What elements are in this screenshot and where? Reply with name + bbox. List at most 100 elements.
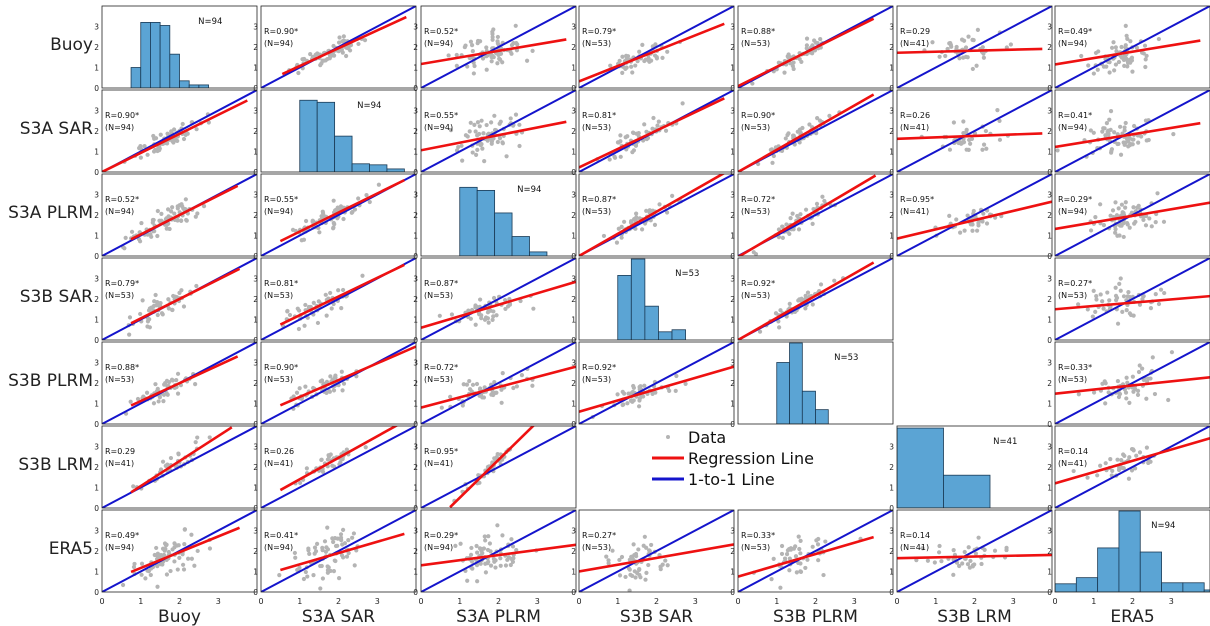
data-point [195, 548, 200, 554]
y-tick-label: 3 [571, 23, 576, 32]
data-point [680, 101, 685, 106]
data-point [1094, 297, 1099, 302]
correlation-label: R=0.95* [900, 195, 934, 204]
data-point [1116, 206, 1121, 211]
data-point [1116, 59, 1122, 65]
histogram-bar [1203, 589, 1210, 592]
data-point [468, 120, 473, 125]
data-point [783, 136, 788, 141]
data-point [630, 150, 635, 155]
data-point [780, 224, 785, 229]
correlation-label: R=0.55* [264, 195, 298, 204]
count-label: (N=53) [582, 123, 611, 132]
data-point [814, 201, 820, 206]
y-tick-label: 2 [889, 211, 894, 220]
y-tick-label: 3 [889, 191, 894, 200]
x-tick-label: 2 [496, 597, 501, 606]
data-point [1101, 306, 1106, 311]
y-tick-label: 2 [94, 547, 99, 556]
data-point [633, 63, 638, 68]
data-point [492, 390, 498, 395]
data-point [1169, 350, 1175, 355]
data-point [623, 574, 628, 580]
histogram-bar [644, 305, 659, 340]
data-point [632, 552, 637, 558]
legend-data-label: Data [688, 428, 726, 447]
data-point [1162, 290, 1167, 296]
y-tick-label: 1 [94, 148, 99, 157]
data-point [1107, 117, 1112, 122]
data-point [160, 312, 165, 317]
data-point [335, 543, 340, 548]
count-label: (N=94) [105, 123, 134, 132]
data-point [956, 140, 961, 146]
panel-frame [101, 5, 258, 89]
data-point [796, 534, 801, 539]
data-point [195, 435, 200, 440]
data-point [502, 297, 508, 303]
data-point [1123, 200, 1128, 205]
data-point [1141, 217, 1146, 223]
data-point [171, 140, 176, 145]
scatter-panel [897, 174, 1052, 256]
data-point [331, 388, 337, 393]
y-tick-label: 1 [253, 484, 258, 493]
data-point [294, 390, 300, 395]
y-tick-label: 0 [413, 336, 418, 345]
data-point [1085, 307, 1090, 312]
data-point [475, 133, 480, 138]
count-label: (N=41) [264, 459, 293, 468]
y-tick-label: 1 [730, 316, 735, 325]
regression-line [130, 355, 239, 407]
data-point [981, 55, 986, 60]
y-tick-label: 0 [571, 252, 576, 261]
histogram-bar [815, 409, 829, 424]
data-point [1106, 132, 1111, 138]
data-point [814, 538, 819, 543]
data-point [285, 308, 290, 314]
y-tick-label: 0 [94, 420, 99, 429]
data-point [647, 549, 652, 554]
data-point [959, 37, 965, 42]
histogram-5 [897, 427, 991, 508]
data-point [328, 568, 333, 574]
count-label: (N=53) [582, 39, 611, 48]
data-point [810, 302, 815, 307]
data-point [618, 154, 623, 159]
y-tick-label: 2 [730, 127, 735, 136]
data-point [1161, 219, 1167, 224]
scatter-panel [261, 426, 416, 508]
data-point [805, 557, 810, 562]
data-point [966, 147, 971, 152]
y-tick-label: 0 [1047, 84, 1052, 93]
data-point [1127, 143, 1133, 148]
y-tick-label: 1 [413, 484, 418, 493]
data-point [1152, 391, 1158, 397]
data-point [331, 539, 336, 545]
data-point [175, 391, 181, 396]
one-to-one-line [421, 258, 576, 340]
data-point [670, 193, 675, 198]
data-point [1118, 276, 1123, 281]
data-point [1127, 400, 1132, 405]
data-point [1150, 355, 1155, 360]
data-point [140, 298, 145, 303]
histogram-bar [351, 163, 370, 172]
data-point [1100, 129, 1105, 134]
data-point [194, 283, 199, 289]
data-point [331, 220, 336, 226]
count-label: (N=94) [424, 123, 453, 132]
panel-frame [737, 5, 894, 89]
data-point [654, 56, 660, 61]
y-tick-label: 3 [413, 275, 418, 284]
data-point [142, 144, 147, 149]
y-tick-label: 1 [1047, 484, 1052, 493]
data-point [617, 573, 623, 578]
data-point [787, 556, 792, 561]
data-point [497, 52, 502, 57]
y-tick-label: 1 [730, 148, 735, 157]
panel-frame [578, 257, 735, 341]
data-point [349, 210, 354, 215]
data-point [619, 224, 624, 229]
data-point [782, 70, 787, 75]
